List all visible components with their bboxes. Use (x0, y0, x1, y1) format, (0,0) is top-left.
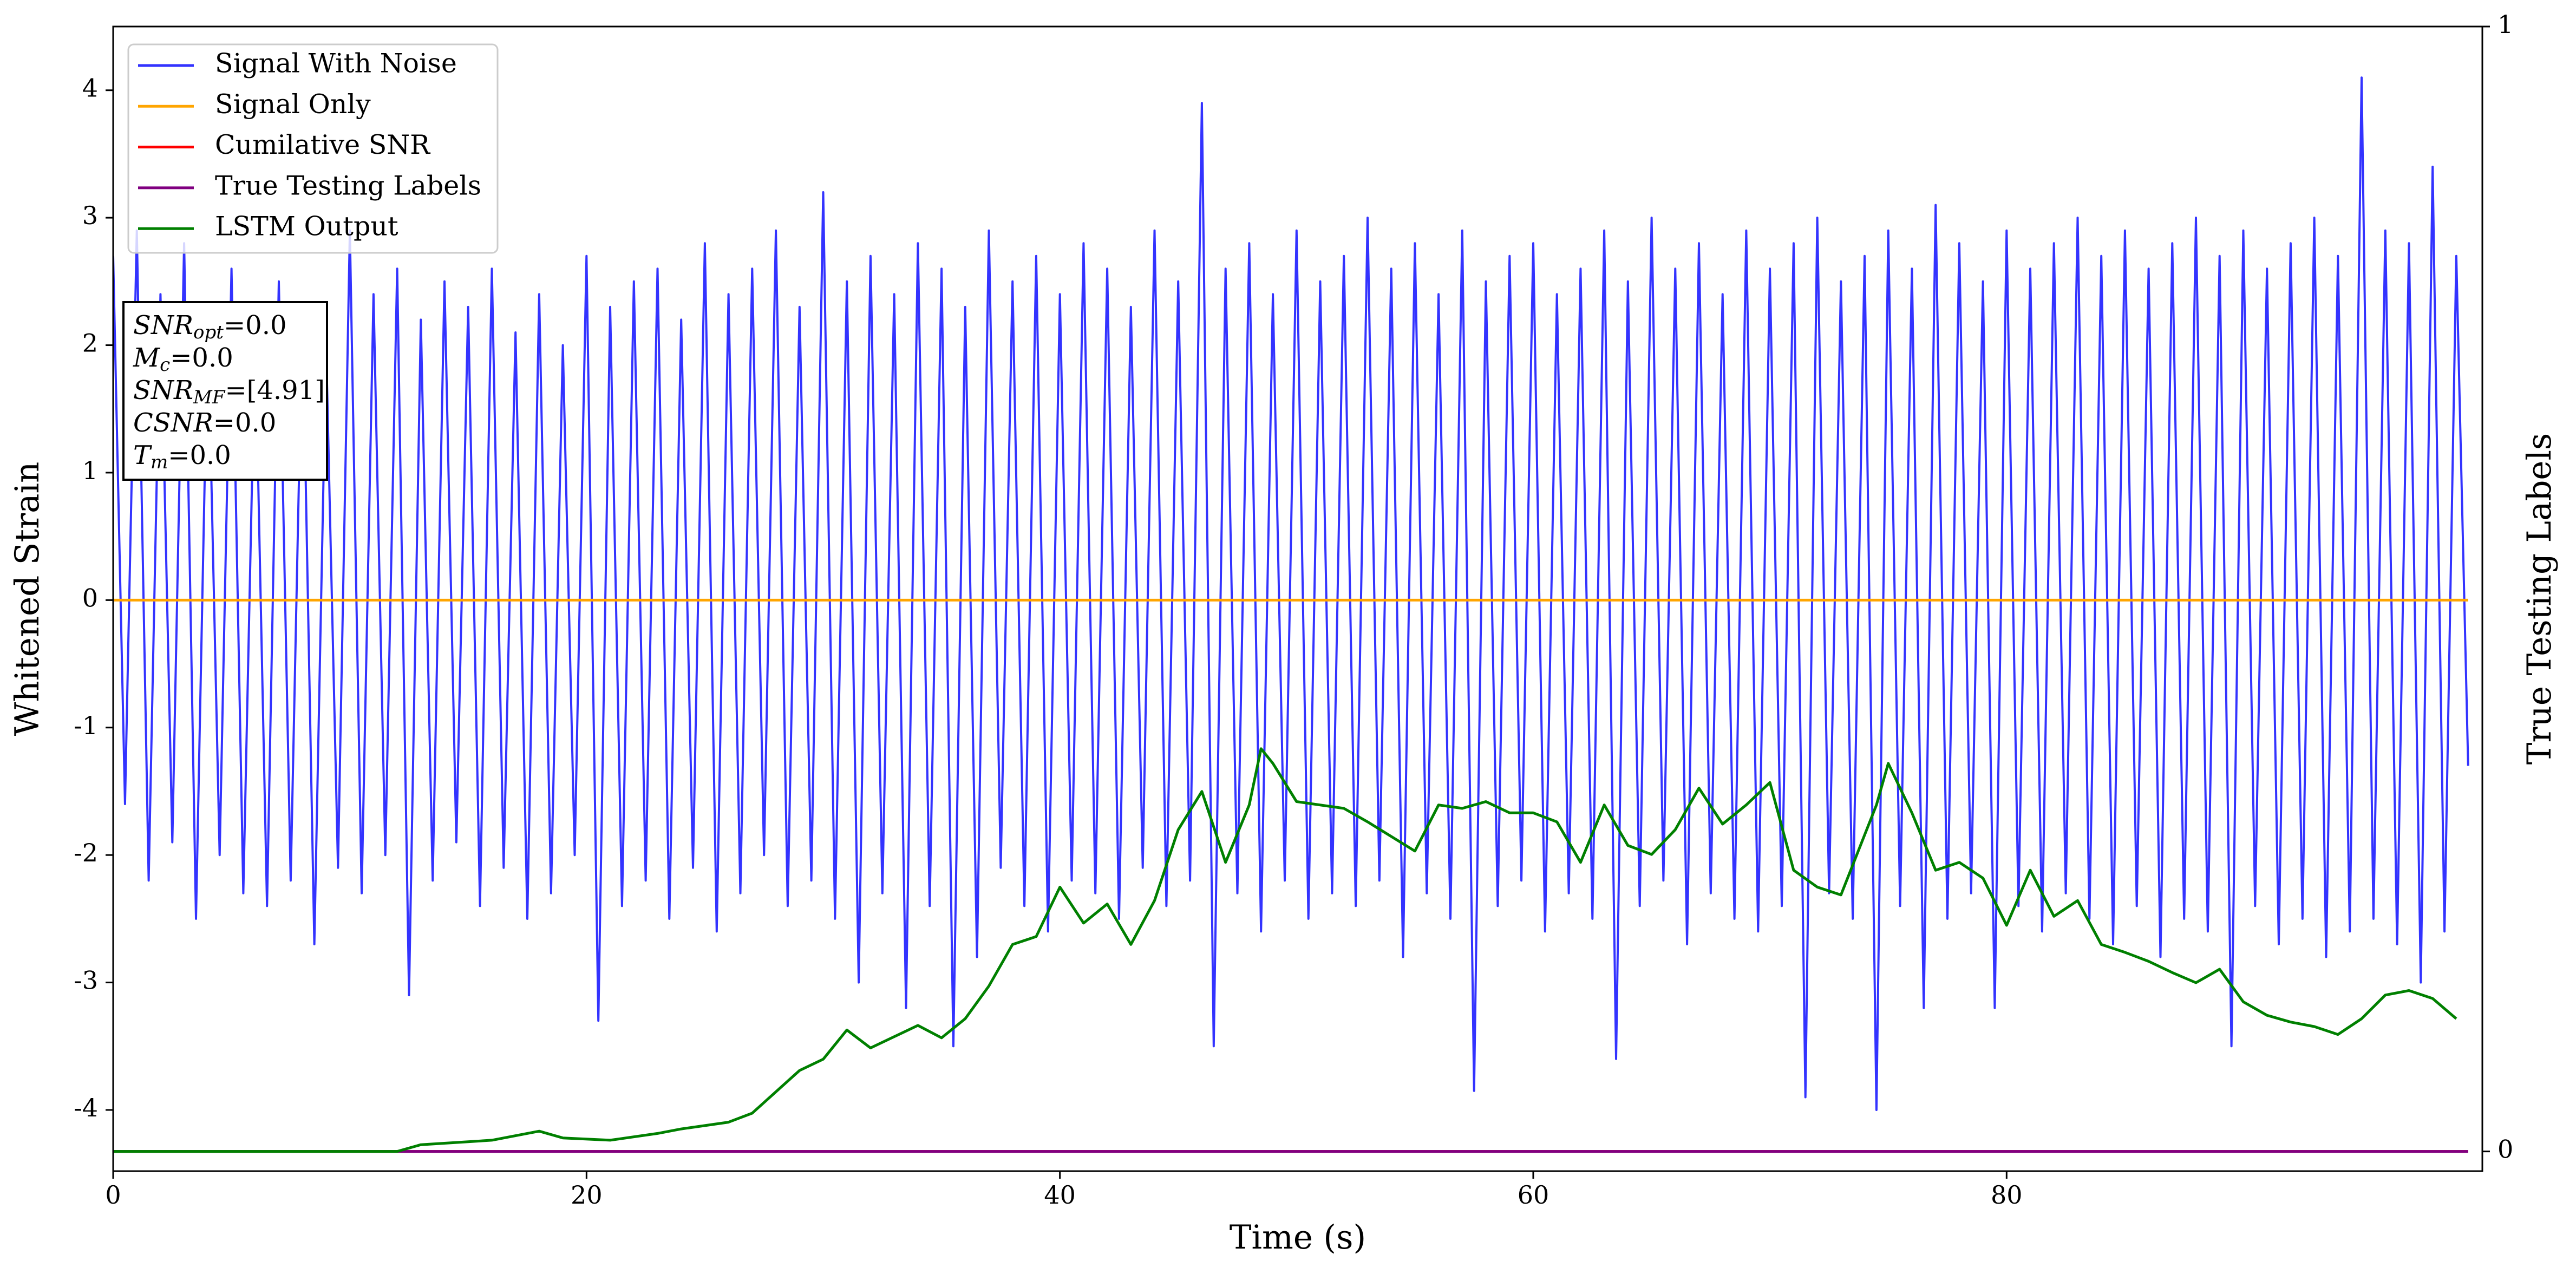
plot-area (113, 76, 2469, 1153)
annotation-value: =0.0 (168, 440, 231, 471)
annotation-symbol: CSNR (133, 408, 213, 438)
annotation-line: CSNR=0.0 (133, 408, 276, 438)
legend-label: Signal Only (215, 89, 371, 120)
series-line (113, 76, 2469, 1111)
annotation-line: SNRMF=[4.91] (133, 375, 325, 409)
x-axis-label: Time (s) (1230, 1218, 1366, 1257)
annotation-subscript: MF (193, 387, 226, 408)
annotation-symbol: SNR (133, 375, 193, 406)
annotation-value: =0.0 (213, 408, 277, 438)
annotation-value: =0.0 (224, 310, 287, 341)
annotation-frame (122, 301, 328, 481)
legend-label: LSTM Output (215, 211, 398, 242)
x-tick-label: 0 (105, 1180, 121, 1210)
y-tick-label: -3 (74, 966, 98, 995)
x-tick-label: 60 (1518, 1180, 1549, 1210)
annotation-line: Tm=0.0 (133, 440, 231, 474)
y-tick-label: 3 (82, 201, 98, 230)
annotation-subscript: m (151, 452, 168, 473)
y2-tick-label: 1 (2497, 10, 2513, 39)
annotation-symbol: SNR (133, 310, 193, 341)
x-tick-label: 80 (1991, 1180, 2023, 1210)
legend-frame (127, 43, 499, 254)
legend: Signal With Noise Signal Only Cumilative S… (127, 43, 499, 254)
y-tick-label: 2 (82, 329, 98, 358)
x-tick-label: 20 (571, 1180, 603, 1210)
legend-label: Signal With Noise (215, 48, 457, 79)
y-axis-label: Whitened Strain (8, 462, 47, 736)
annotation-value: =0.0 (170, 343, 233, 373)
y-tick-label: -4 (74, 1093, 98, 1122)
x-tick-label: 40 (1044, 1180, 1076, 1210)
annotation-line: SNRopt=0.0 (133, 310, 287, 344)
legend-label: True Testing Labels (215, 170, 481, 201)
y-tick-label: -2 (74, 838, 98, 867)
series-line (113, 747, 2457, 1153)
annotation-subscript: c (160, 354, 170, 376)
legend-label: Cumilative SNR (215, 129, 431, 160)
annotation-line: Mc=0.0 (133, 343, 233, 376)
y2-axis-label: True Testing Labels (2520, 433, 2559, 765)
annotation-symbol: T (133, 440, 152, 471)
y-tick-label: 1 (82, 456, 98, 485)
axes-frame (112, 25, 2483, 1172)
annotation-value: =[4.91] (225, 375, 325, 406)
y-tick-label: 4 (82, 74, 98, 103)
annotation-box: SNRopt=0.0Mc=0.0SNRMF=[4.91]CSNR=0.0Tm=0… (122, 301, 328, 481)
annotation-subscript: opt (193, 322, 224, 343)
y-tick-label: 0 (82, 583, 98, 612)
annotation-symbol: M (133, 343, 161, 373)
y2-tick-label: 0 (2497, 1135, 2513, 1164)
y-tick-label: -1 (74, 711, 98, 740)
